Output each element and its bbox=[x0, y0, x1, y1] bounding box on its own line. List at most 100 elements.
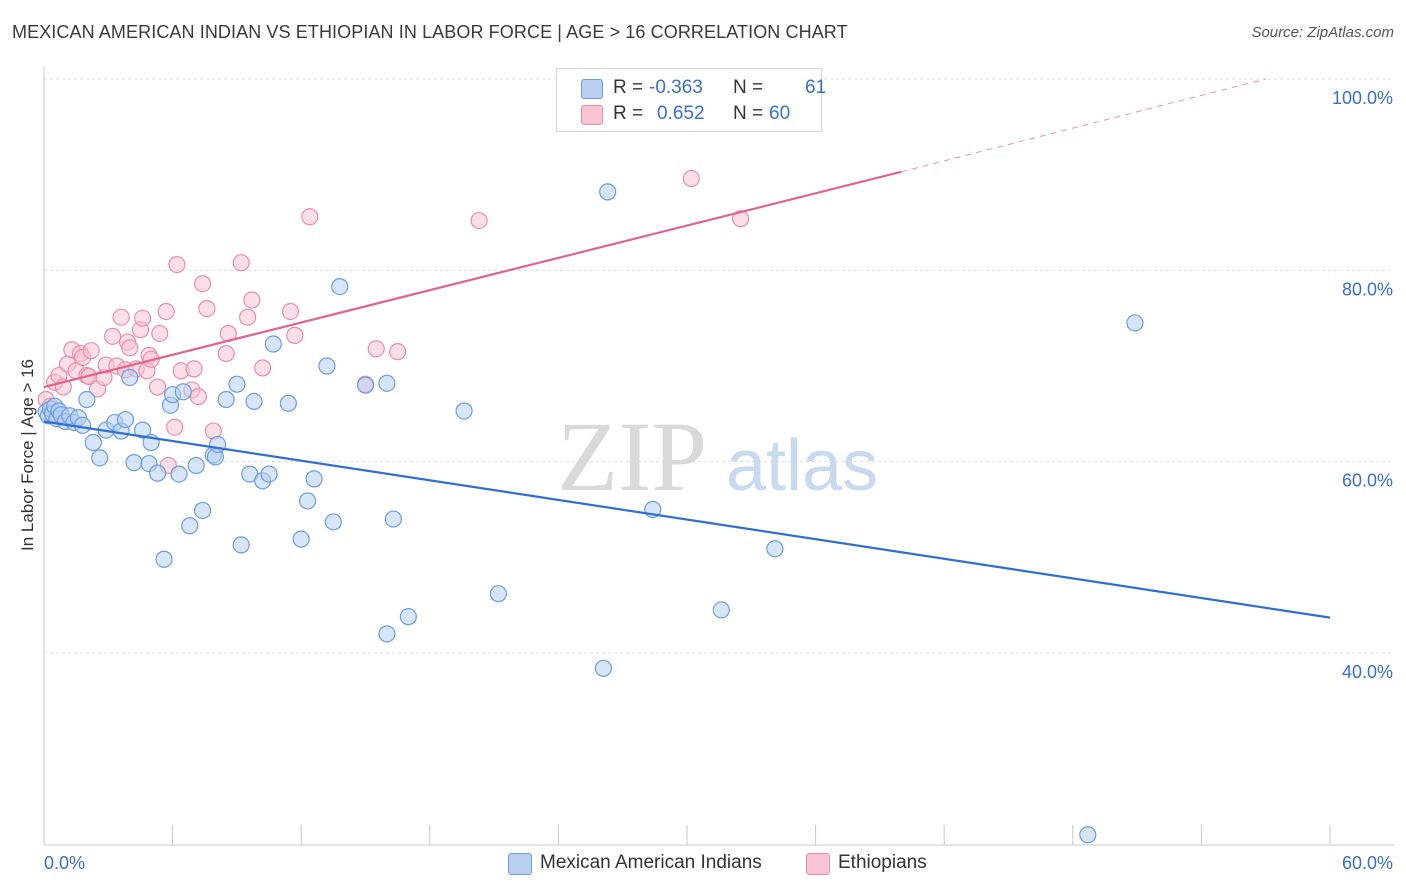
x-tick-label-1: 60.0% bbox=[1342, 853, 1393, 873]
ethiopians-point-55 bbox=[731, 210, 750, 228]
ethiopians-point-32 bbox=[166, 418, 184, 436]
ethiopians-point-47 bbox=[281, 302, 300, 321]
mexican-american-indians-point-44 bbox=[264, 335, 282, 353]
mexican-american-indians-point-33 bbox=[194, 501, 212, 520]
ethiopians-point-48 bbox=[286, 326, 304, 344]
ethiopians-point-21 bbox=[121, 339, 139, 357]
ethiopians-trendline bbox=[43, 170, 902, 389]
pink-r-value: 0.652 bbox=[657, 103, 705, 124]
ethiopians-point-41 bbox=[217, 344, 235, 363]
mexican-american-indians-trendline bbox=[43, 420, 1331, 619]
blue-r-value: -0.363 bbox=[649, 77, 703, 98]
ethiopians-point-46 bbox=[254, 359, 272, 377]
legend-label-pink: Ethiopians bbox=[838, 852, 927, 873]
mexican-american-indians-point-26 bbox=[155, 550, 173, 568]
mexican-american-indians-point-48 bbox=[305, 470, 323, 488]
mexican-american-indians-point-13 bbox=[78, 390, 96, 409]
ethiopians-point-37 bbox=[189, 388, 207, 406]
mexican-american-indians-point-59 bbox=[594, 659, 613, 677]
trend-lines bbox=[43, 78, 1331, 619]
mexican-american-indians-points bbox=[37, 183, 1144, 844]
pink-n-value: 60 bbox=[769, 103, 791, 124]
mexican-american-indians-point-65 bbox=[1126, 314, 1144, 332]
tick-labels: 40.0% 60.0% 80.0% 100.0% 0.0% 60.0% bbox=[44, 88, 1393, 873]
ethiopians-point-39 bbox=[198, 300, 216, 318]
mexican-american-indians-point-38 bbox=[228, 375, 246, 393]
mexican-american-indians-point-25 bbox=[148, 464, 167, 482]
ethiopians-point-18 bbox=[112, 308, 130, 326]
mexican-american-indians-point-37 bbox=[217, 390, 235, 409]
stats-legend: R = -0.363 N = 61 R = 0.652 N = 60 bbox=[556, 68, 826, 132]
mexican-american-indians-point-54 bbox=[378, 625, 396, 643]
mexican-american-indians-point-15 bbox=[91, 449, 109, 467]
y-tick-label-3: 100.0% bbox=[1332, 88, 1393, 108]
mexican-american-indians-point-39 bbox=[232, 536, 250, 554]
blue-swatch bbox=[581, 79, 603, 99]
y-axis-label: In Labor Force | Age > 16 bbox=[18, 358, 37, 552]
grid-lines bbox=[44, 78, 1394, 654]
mexican-american-indians-point-22 bbox=[133, 421, 152, 439]
mexican-american-indians-point-63 bbox=[766, 540, 784, 558]
ethiopians-point-49 bbox=[301, 208, 319, 226]
ethiopians-point-36 bbox=[185, 360, 203, 378]
ethiopians-point-30 bbox=[157, 302, 175, 321]
mexican-american-indians-point-60 bbox=[599, 183, 617, 201]
axes bbox=[43, 66, 1394, 846]
mexican-american-indians-point-62 bbox=[712, 601, 730, 619]
ethiopians-trendline-extension bbox=[901, 78, 1266, 173]
legend-label-blue: Mexican American Indians bbox=[540, 852, 762, 873]
y-tick-label-2: 80.0% bbox=[1342, 279, 1393, 299]
mexican-american-indians-point-20 bbox=[121, 368, 139, 387]
mexican-american-indians-point-49 bbox=[318, 357, 336, 375]
mexican-american-indians-point-19 bbox=[116, 410, 135, 429]
mexican-american-indians-point-31 bbox=[181, 517, 199, 535]
mexican-american-indians-point-64 bbox=[1079, 826, 1097, 844]
mexican-american-indians-point-47 bbox=[299, 492, 317, 510]
watermark-zip: ZIP bbox=[557, 401, 707, 512]
ethiopians-point-38 bbox=[194, 275, 212, 293]
r-label: R = bbox=[613, 77, 644, 98]
ethiopians-point-12 bbox=[82, 342, 100, 360]
mexican-american-indians-point-14 bbox=[84, 433, 102, 452]
ethiopians-point-16 bbox=[103, 327, 122, 345]
chart-title: MEXICAN AMERICAN INDIAN VS ETHIOPIAN IN … bbox=[12, 22, 848, 42]
mexican-american-indians-point-45 bbox=[279, 394, 297, 412]
r-label: R = bbox=[613, 103, 644, 124]
mexican-american-indians-point-56 bbox=[384, 510, 402, 528]
ethiopians-point-52 bbox=[389, 343, 407, 361]
x-tick-label-0: 0.0% bbox=[44, 853, 85, 873]
y-tick-label-0: 40.0% bbox=[1342, 662, 1393, 682]
ethiopians-point-54 bbox=[682, 169, 700, 188]
mexican-american-indians-point-51 bbox=[331, 277, 349, 296]
mexican-american-indians-point-55 bbox=[399, 608, 417, 626]
ethiopians-point-45 bbox=[243, 291, 261, 309]
legend-swatch-pink bbox=[806, 853, 830, 875]
mexican-american-indians-point-50 bbox=[324, 513, 342, 531]
mexican-american-indians-point-29 bbox=[170, 465, 188, 483]
ethiopians-point-33 bbox=[168, 255, 186, 274]
ethiopians-points bbox=[37, 169, 750, 475]
ethiopians-point-29 bbox=[151, 324, 169, 343]
ethiopians-point-44 bbox=[239, 308, 257, 326]
ethiopians-point-53 bbox=[470, 211, 488, 230]
blue-n-value: 61 bbox=[805, 77, 827, 98]
n-label: N = bbox=[733, 103, 764, 124]
y-tick-label-1: 60.0% bbox=[1342, 471, 1393, 491]
watermark-atlas: atlas bbox=[726, 426, 878, 506]
mexican-american-indians-point-58 bbox=[489, 585, 507, 603]
ethiopians-point-28 bbox=[148, 378, 167, 396]
mexican-american-indians-point-43 bbox=[260, 465, 278, 483]
mexican-american-indians-point-36 bbox=[209, 435, 227, 454]
mexican-american-indians-point-12 bbox=[73, 416, 92, 434]
mexican-american-indians-point-53 bbox=[378, 374, 396, 392]
mexican-american-indians-point-32 bbox=[187, 456, 205, 475]
ethiopians-point-51 bbox=[367, 340, 385, 358]
mexican-american-indians-point-21 bbox=[125, 454, 143, 472]
mexican-american-indians-point-46 bbox=[292, 530, 310, 548]
mexican-american-indians-point-41 bbox=[245, 392, 263, 410]
ethiopians-point-43 bbox=[232, 254, 250, 272]
mexican-american-indians-point-57 bbox=[455, 402, 473, 420]
mexican-american-indians-point-30 bbox=[174, 383, 192, 401]
source-note: Source: ZipAtlas.com bbox=[1251, 24, 1394, 41]
